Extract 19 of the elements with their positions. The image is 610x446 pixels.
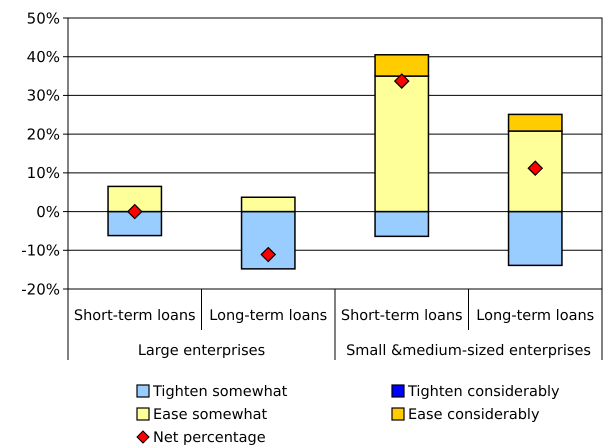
- text: Large enterprises: [138, 343, 266, 360]
- y-tick-label: 0%: [36, 202, 60, 221]
- x-tick-label: Short-term loans: [340, 308, 463, 324]
- y-tick-label: 40%: [26, 48, 60, 66]
- legend-label: Ease considerably: [408, 407, 540, 424]
- x-tick-label: Long-term loans: [476, 308, 594, 324]
- y-tick-label: 20%: [26, 125, 60, 144]
- legend-label: Tighten considerably: [407, 384, 560, 400]
- x-tick-label: Short-term loans: [74, 308, 196, 324]
- legend-label: Tighten somewhat: [152, 384, 288, 400]
- legend-label: Ease somewhat: [153, 407, 268, 424]
- x-tick-label: Long-term loans: [209, 308, 328, 324]
- legend-label: Net percentage: [153, 430, 266, 446]
- y-tick-label: 10%: [26, 164, 60, 182]
- y-tick-label: -20%: [21, 280, 60, 298]
- text: Small &medium-sized enterprises: [346, 343, 591, 360]
- y-tick-label: -10%: [21, 242, 60, 260]
- y-tick-label: 50%: [26, 9, 60, 28]
- y-tick-label: 30%: [26, 86, 60, 105]
